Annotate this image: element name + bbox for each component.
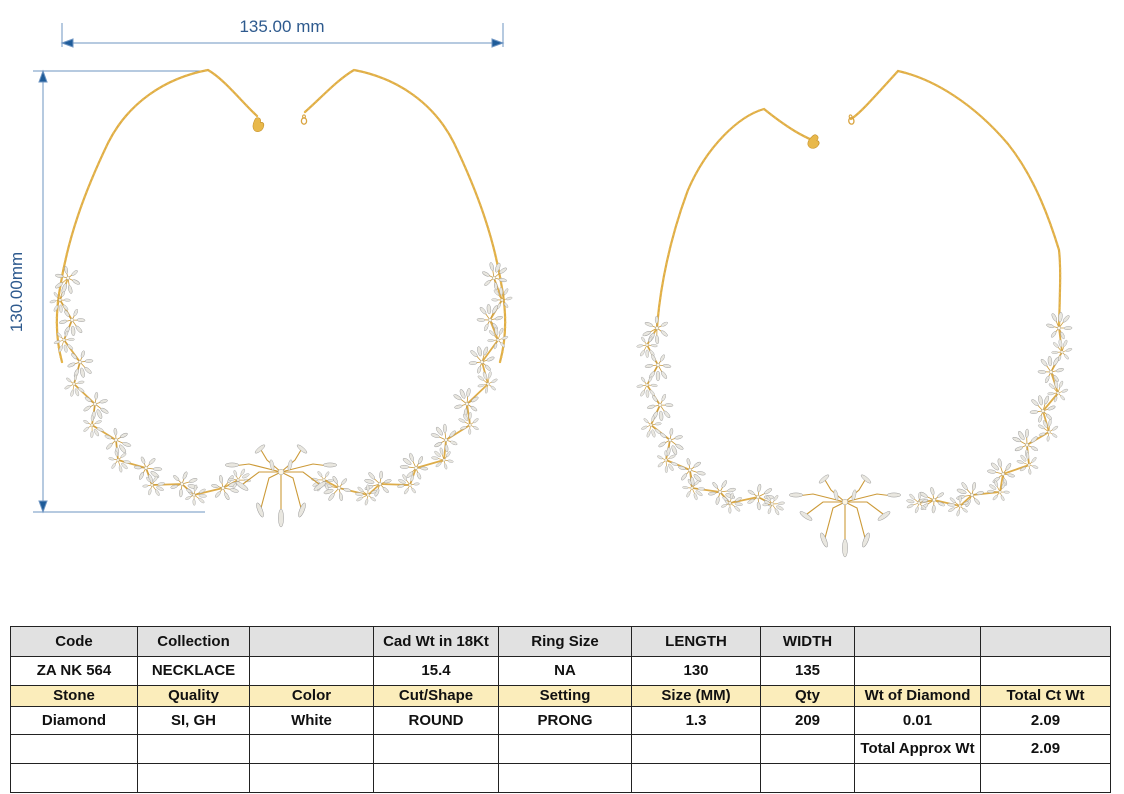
svg-text:135.00 mm: 135.00 mm: [239, 17, 324, 36]
svg-text:130.00mm: 130.00mm: [7, 252, 26, 332]
